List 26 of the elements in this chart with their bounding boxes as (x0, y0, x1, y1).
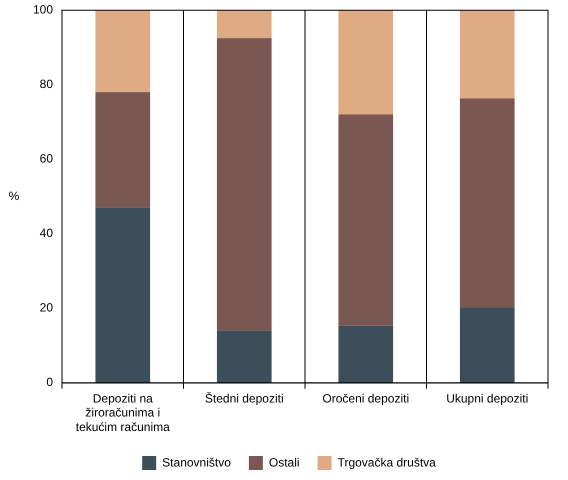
bar (338, 114, 394, 326)
y-tick-label: 60 (40, 152, 54, 166)
x-tick-label: Oročeni depoziti (322, 391, 410, 406)
x-tick-label: Ukupni depoziti (446, 391, 528, 406)
legend-label: Ostali (268, 455, 300, 470)
x-tick-label: Štedni depoziti (204, 391, 284, 406)
y-tick-label: 80 (40, 77, 54, 92)
bar (460, 307, 515, 383)
bar (338, 10, 394, 115)
bar (95, 92, 150, 208)
bar (460, 98, 515, 308)
legend-label: Trgovačka društva (338, 455, 436, 470)
y-tick-label: 20 (40, 300, 54, 315)
bar (460, 10, 515, 99)
legend-label: Stanovništvo (162, 455, 232, 470)
y-tick-label: 40 (40, 226, 54, 240)
bar (216, 330, 272, 383)
bar (95, 208, 150, 383)
y-tick-label: 100 (32, 2, 54, 17)
bar (216, 10, 272, 38)
x-tick-label: Depoziti na žiroračunima i tekućim računima (76, 391, 170, 434)
bar (338, 326, 394, 383)
y-tick-label: 0 (46, 375, 54, 390)
y-axis-title: % (8, 188, 20, 203)
bar (95, 10, 150, 92)
bar (216, 38, 272, 331)
